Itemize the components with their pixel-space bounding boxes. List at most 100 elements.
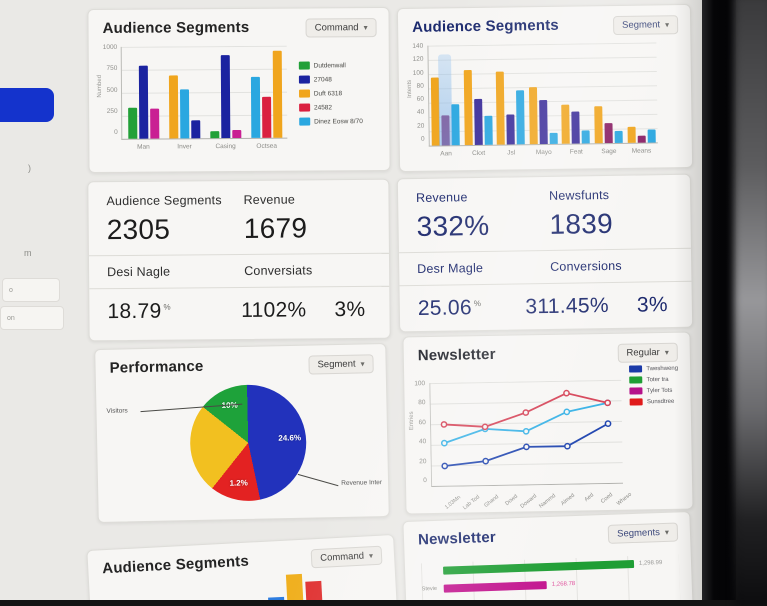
segment-dropdown[interactable]: Command ▾ <box>305 18 377 38</box>
card-title: Audience Segments <box>101 552 250 578</box>
bar <box>516 90 526 145</box>
pie-annotation-visitors: Visitors <box>106 407 128 415</box>
legend-label: Tyler Tots <box>646 387 673 394</box>
kpi-label: Revenue <box>416 190 468 206</box>
bar <box>231 129 242 139</box>
bar-chart: Man Inver Casing Octsea <box>121 45 288 151</box>
legend-item: 24582 <box>298 103 381 112</box>
pie-chart: 24.6%1.2%10% <box>189 383 308 503</box>
kpi-label: Revenue <box>243 192 296 207</box>
monitor-screen: ) m o on Audience Segments Command ▾ Num… <box>0 0 702 600</box>
legend-swatch <box>298 61 310 70</box>
legend-swatch <box>629 387 643 395</box>
bar-group: Ckxt <box>461 45 495 157</box>
bar-chart <box>267 573 323 600</box>
bar <box>190 119 200 139</box>
legend-item: Tweshweng <box>629 365 678 373</box>
chart-legend: Tweshweng Toter tra Tyler Tots Sunsdtree <box>629 365 678 406</box>
y-axis: 100 80 60 40 20 0 <box>414 380 431 484</box>
segment-dropdown[interactable]: Command ▾ <box>310 545 383 569</box>
card-audience-segments-bars: Audience Segments Command ▾ Numbed 1000 7… <box>87 6 391 174</box>
bar <box>138 65 148 139</box>
y-tick-label: 60 <box>418 418 426 427</box>
legend-swatch <box>299 117 311 126</box>
x-tick-label: Aan <box>440 150 452 158</box>
bar-group: Sage <box>591 43 625 155</box>
legend-swatch <box>298 89 310 98</box>
bar-group: Inver <box>163 46 205 150</box>
legend-label: Duft 6318 <box>313 89 343 97</box>
legend-swatch <box>298 103 310 112</box>
kpi-value: 3% <box>334 297 366 322</box>
chevron-down-icon: ▾ <box>664 347 669 357</box>
segment-dropdown[interactable]: Segment ▾ <box>612 15 679 36</box>
kpi-label: Conversiats <box>244 263 313 278</box>
bar <box>250 77 261 138</box>
legend-label: Toter tra <box>646 376 669 383</box>
photo-background <box>734 0 767 606</box>
bar-group: Mayo <box>526 44 560 156</box>
legend-label: 24582 <box>313 103 333 111</box>
sidebar-button[interactable]: o <box>2 278 60 302</box>
bar <box>561 104 571 144</box>
legend-swatch <box>629 376 643 384</box>
x-tick-label: Octsea <box>256 142 278 150</box>
segment-dropdown[interactable]: Segment ▾ <box>308 354 374 375</box>
bar-group: Casing <box>204 46 246 150</box>
bar <box>463 70 473 146</box>
card-kpi-right: Revenue 332% Newsfunts 1839 Desr Magle C… <box>396 173 694 333</box>
bar <box>149 108 159 139</box>
bar-group: Man <box>122 47 164 151</box>
y-tick-label: 80 <box>416 82 424 90</box>
legend-label: Dinez Eosw 8/70 <box>314 117 363 125</box>
card-performance-pie: Performance Segment ▾ 24.6%1.2%10% Visit… <box>94 342 390 524</box>
y-tick-label: 40 <box>416 109 425 117</box>
segment-dropdown[interactable]: Regular ▾ <box>617 342 678 363</box>
line-chart-svg <box>429 379 623 488</box>
legend-item: Dinez Eosw 8/70 <box>299 117 381 126</box>
legend-item: Sunsdtree <box>629 398 679 406</box>
bar <box>168 75 178 139</box>
legend-label: Sunsdtree <box>646 398 675 405</box>
bar <box>484 116 493 145</box>
bar-group: Jsl <box>493 44 527 157</box>
pie-slice-label: 24.6% <box>278 433 302 443</box>
y-tick-label: 250 <box>106 107 118 115</box>
dropdown-label: Segment <box>317 358 356 371</box>
bar-group: Octsea <box>245 46 287 150</box>
bar-value-label: 1,268.78 <box>551 581 576 588</box>
bar-group: Feat <box>559 43 593 156</box>
bar <box>549 133 558 144</box>
sidebar-active-item[interactable] <box>0 88 54 122</box>
dropdown-label: Command <box>319 550 365 564</box>
dropdown-label: Segments <box>616 527 661 540</box>
horizontal-bar-chart: 1,298.99 Stevie 1,268.78 <box>420 554 681 600</box>
y-tick-label: 20 <box>419 457 427 465</box>
bar <box>594 106 603 144</box>
bar <box>539 99 548 145</box>
y-tick-label: 500 <box>106 86 118 94</box>
sidebar-button[interactable]: on <box>0 306 64 330</box>
kpi-value: 1102% <box>241 298 307 322</box>
kpi-value: 1839 <box>549 207 614 240</box>
divider <box>89 285 390 290</box>
card-audience-segments-bars-2: Audience Segments Segment ▾ Intents 140 1… <box>396 3 694 173</box>
legend-item: Duft 6318 <box>298 89 381 98</box>
bar <box>582 130 591 144</box>
segment-dropdown[interactable]: Segments ▾ <box>607 522 679 544</box>
chevron-down-icon: ▾ <box>368 550 374 560</box>
legend-item: Tyler Tots <box>629 387 679 395</box>
x-tick-label: Mayo <box>535 148 552 157</box>
card-title: Newsletter <box>417 528 497 549</box>
card-newsletter-lines: Newsletter Regular ▾ Tweshweng Toter tra T… <box>402 331 694 515</box>
kpi-label: Desr Magle <box>417 260 484 277</box>
legend-label: Dutdenwall <box>313 61 346 69</box>
bar-group: Aan <box>428 45 462 157</box>
y-tick-label: 0 <box>420 135 425 143</box>
chevron-down-icon: ▾ <box>360 358 365 369</box>
bar <box>442 560 635 575</box>
kpi-value: 18.79% <box>107 299 171 324</box>
y-tick-label: 80 <box>418 399 426 407</box>
monitor-bezel <box>702 0 736 600</box>
pie-annotation-revenue: Revenue Inter <box>341 479 383 487</box>
